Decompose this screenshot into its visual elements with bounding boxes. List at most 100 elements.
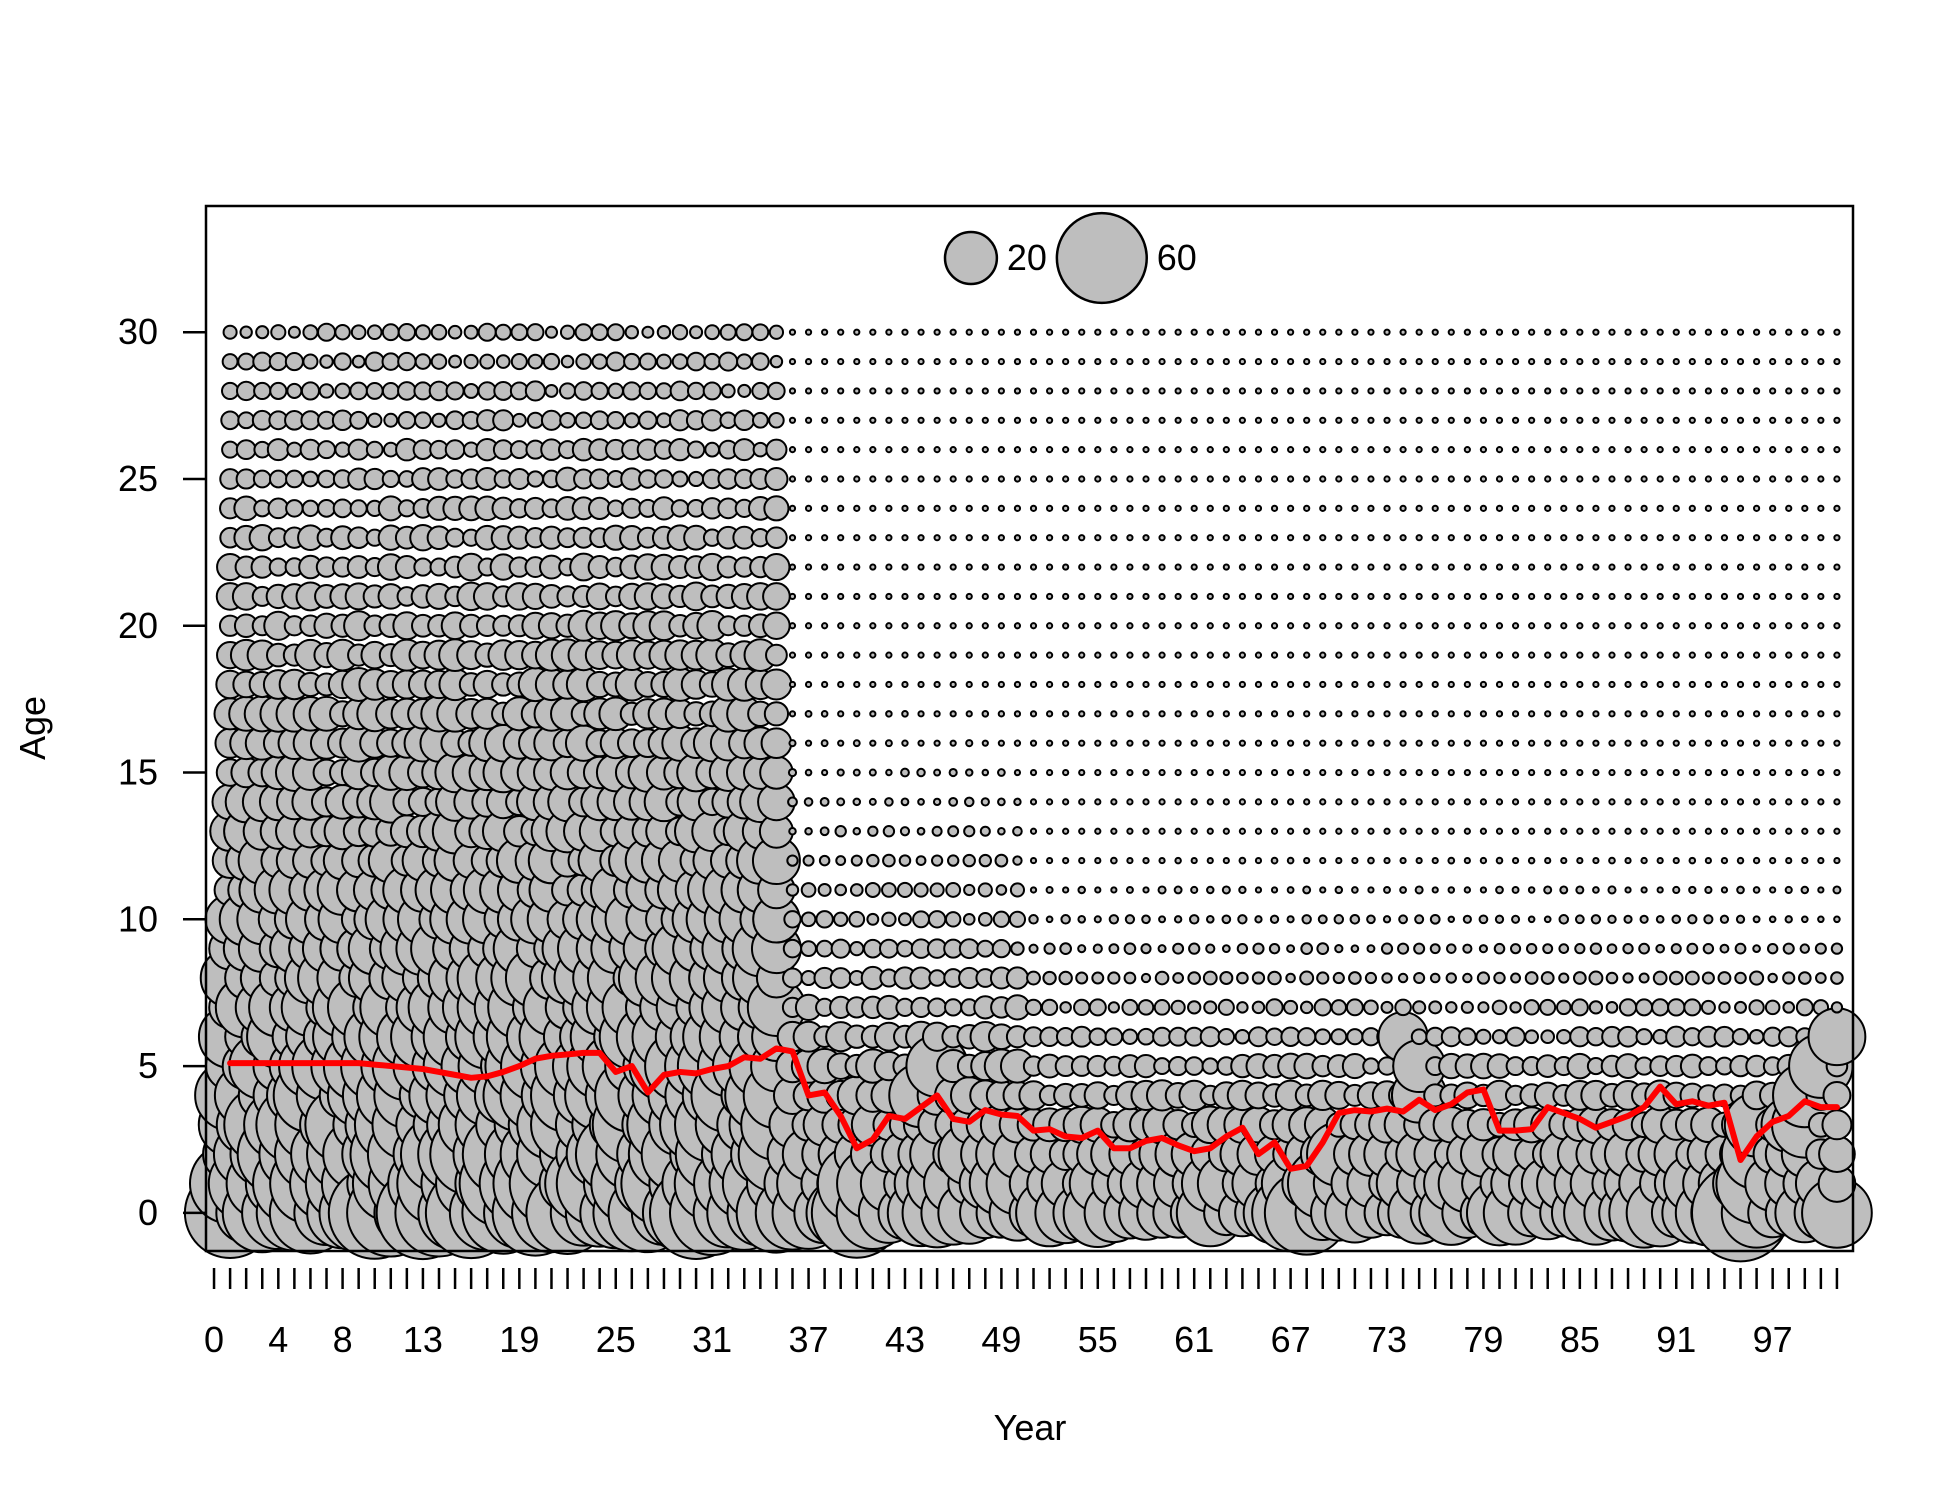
bubble (997, 651, 1005, 659)
bubble (1046, 680, 1054, 689)
bubble (1592, 475, 1600, 483)
bubble (1351, 357, 1359, 366)
bubble (1350, 944, 1360, 953)
bubble (1383, 387, 1391, 395)
bubble (1303, 622, 1311, 630)
bubble (1447, 710, 1455, 718)
bubble (1592, 504, 1600, 512)
bubble (1062, 592, 1070, 600)
bubble (1688, 592, 1696, 600)
bubble (1511, 534, 1520, 542)
bubble (1270, 563, 1279, 571)
bubble (1720, 592, 1729, 600)
bubble (1431, 798, 1439, 806)
bubble (1479, 592, 1488, 600)
bubble (1046, 827, 1054, 835)
bubble (1704, 768, 1712, 777)
bubble (1142, 680, 1150, 689)
bubble (1560, 592, 1568, 600)
bubble (1624, 563, 1632, 571)
bubble (1094, 328, 1102, 336)
bubble (788, 357, 797, 366)
bubble (1415, 357, 1423, 366)
bubble (1254, 857, 1263, 865)
bubble (268, 469, 288, 489)
bubble (1270, 387, 1279, 395)
bubble (558, 382, 577, 400)
bubble (1479, 827, 1488, 835)
bubble (1319, 768, 1327, 777)
bubble (1560, 798, 1568, 806)
bubble (1157, 885, 1167, 895)
bubble (1447, 328, 1455, 336)
bubble (1190, 416, 1198, 424)
x-tick-label: 4 (268, 1319, 288, 1360)
bubble (788, 328, 797, 336)
bubble (1062, 534, 1070, 542)
bubble (1528, 328, 1536, 336)
bubble (1110, 328, 1118, 336)
bubble (285, 469, 304, 489)
bubble (1062, 768, 1070, 777)
bubble (1635, 998, 1654, 1017)
bubble (397, 410, 417, 430)
bubble (819, 826, 830, 837)
bubble (269, 381, 288, 400)
bubble (1121, 998, 1139, 1016)
bubble (1399, 416, 1407, 424)
bubble (656, 325, 672, 340)
bubble (1769, 710, 1777, 718)
bubble (1624, 328, 1632, 336)
bubble (1558, 972, 1570, 984)
bubble (1029, 651, 1038, 659)
bubble (1476, 971, 1491, 985)
bubble (1026, 970, 1041, 986)
bubble (1335, 739, 1343, 747)
bubble (1766, 942, 1779, 955)
bubble (1656, 739, 1664, 747)
bubble (1399, 387, 1407, 395)
bubble (800, 940, 817, 958)
bubble (1495, 328, 1504, 336)
bubble (933, 416, 941, 424)
bubble (1094, 563, 1102, 571)
bubble (1608, 739, 1616, 747)
bubble (1817, 357, 1825, 366)
bubble (1046, 504, 1054, 512)
bubble (1158, 739, 1166, 747)
bubble (1029, 328, 1038, 336)
bubble (881, 911, 897, 927)
bubble (1013, 504, 1022, 512)
bubble (833, 911, 849, 927)
bubble (788, 651, 797, 659)
bubble (1174, 827, 1182, 835)
bubble (1335, 592, 1343, 600)
bubble (1528, 798, 1536, 806)
bubble (1217, 998, 1235, 1016)
bubble (1301, 914, 1312, 925)
bubble (1447, 622, 1455, 630)
bubble (1302, 885, 1312, 895)
bubble (477, 322, 497, 342)
bubble (1206, 592, 1214, 600)
x-tick-label: 0 (204, 1319, 224, 1360)
bubble (1351, 886, 1359, 894)
bubble (1431, 446, 1439, 454)
bubble (821, 475, 829, 483)
bubble (221, 353, 239, 370)
bubble (1736, 504, 1745, 512)
bubble (1640, 886, 1648, 894)
bubble (590, 381, 609, 401)
bubble (1383, 651, 1391, 659)
bubble (1592, 592, 1600, 600)
bubble (1013, 387, 1022, 395)
bubble (1495, 592, 1504, 600)
bubble (837, 328, 845, 336)
bubble (1801, 915, 1809, 924)
bubble (997, 534, 1005, 542)
bubble (1656, 328, 1664, 336)
bubble (1688, 622, 1696, 630)
bubble (1717, 971, 1732, 985)
bubble (1270, 504, 1279, 512)
bubble (1624, 857, 1632, 865)
